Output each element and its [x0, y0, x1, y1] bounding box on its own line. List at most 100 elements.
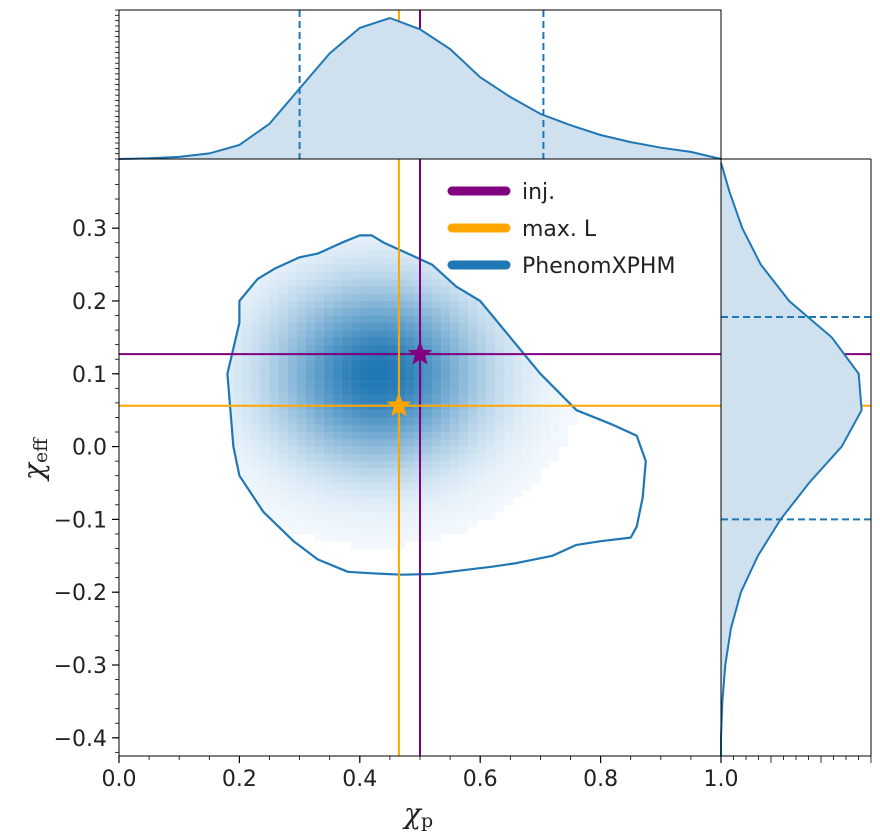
heatmap-cell — [287, 461, 297, 469]
heatmap-cell — [269, 512, 279, 520]
heatmap-cell — [513, 381, 523, 389]
heatmap-cell — [459, 424, 469, 433]
heatmap-cell — [414, 373, 424, 382]
heatmap-cell — [404, 424, 415, 433]
heatmap-cell — [377, 250, 388, 258]
heatmap-cell — [350, 461, 360, 469]
heatmap-cell — [278, 432, 288, 440]
heatmap-cell — [558, 373, 568, 382]
heatmap-cell — [227, 286, 234, 294]
heatmap-cell — [486, 453, 496, 462]
heatmap-cell — [477, 330, 487, 338]
heatmap-cell — [540, 461, 550, 469]
heatmap-cell — [441, 359, 451, 367]
heatmap-cell — [305, 417, 315, 425]
heatmap-cell — [495, 279, 505, 287]
heatmap-cell — [278, 242, 288, 251]
heatmap-cell — [495, 250, 505, 258]
heatmap-cell — [314, 395, 324, 404]
heatmap-cell — [441, 439, 451, 447]
heatmap-cell — [215, 330, 224, 338]
heatmap-cell — [341, 264, 351, 273]
heatmap-cell — [269, 337, 279, 345]
heatmap-cell — [513, 432, 523, 440]
heatmap-cell — [377, 395, 388, 404]
heatmap-cell — [296, 483, 306, 491]
heatmap-cell — [359, 286, 369, 294]
heatmap-cell — [531, 432, 541, 440]
heatmap-cell — [522, 446, 532, 455]
heatmap-cell — [386, 388, 397, 396]
heatmap-cell — [215, 381, 224, 389]
heatmap-cell — [278, 315, 288, 323]
heatmap-cell — [350, 519, 360, 527]
heatmap-cell — [242, 497, 252, 505]
heatmap-cell — [414, 286, 424, 294]
heatmap-cell — [215, 388, 224, 396]
heatmap-cell — [260, 359, 270, 367]
heatmap-cell — [323, 337, 333, 345]
heatmap-cell — [287, 271, 297, 280]
heatmap-cell — [350, 351, 360, 360]
heatmap-cell — [296, 279, 306, 287]
x-tick-label: 1.0 — [704, 767, 739, 792]
heatmap-cell — [359, 366, 369, 374]
heatmap-cell — [513, 359, 523, 367]
heatmap-cell — [567, 337, 577, 345]
heatmap-cell — [251, 308, 261, 316]
heatmap-cell — [432, 468, 442, 476]
heatmap-cell — [368, 235, 378, 243]
heatmap-cell — [341, 388, 351, 396]
heatmap-cell — [459, 308, 469, 316]
heatmap-cell — [386, 453, 397, 462]
heatmap-cell — [486, 490, 496, 498]
y-tick-label: 0.2 — [72, 290, 107, 315]
heatmap-cell — [558, 351, 568, 360]
heatmap-cell — [486, 432, 496, 440]
heatmap-cell — [215, 316, 224, 324]
heatmap-cell — [477, 250, 487, 258]
heatmap-cell — [269, 344, 279, 353]
heatmap-cell — [350, 286, 360, 294]
heatmap-cell — [432, 424, 442, 433]
heatmap-cell — [441, 461, 451, 469]
heatmap-cell — [549, 453, 559, 462]
heatmap-cell — [522, 424, 532, 433]
heatmap-cell — [477, 432, 487, 440]
heatmap-cell — [423, 483, 433, 491]
heatmap-cell — [404, 490, 415, 498]
heatmap-cell — [227, 264, 234, 273]
heatmap-cell — [350, 395, 360, 404]
y-tick-label: 0.1 — [72, 363, 107, 388]
heatmap-cell — [305, 279, 315, 287]
heatmap-cell — [341, 351, 351, 360]
heatmap-cell — [314, 468, 324, 476]
heatmap-cell — [432, 432, 442, 440]
heatmap-cell — [540, 439, 550, 447]
heatmap-cell — [459, 417, 469, 425]
heatmap-cell — [305, 293, 315, 302]
heatmap-cell — [323, 271, 333, 280]
heatmap-cell — [450, 351, 460, 360]
marginal-y-curve — [720, 162, 863, 756]
heatmap-cell — [350, 366, 360, 374]
heatmap-cell — [414, 242, 424, 251]
heatmap-cell — [251, 410, 261, 418]
heatmap-cell — [305, 453, 315, 462]
heatmap-cell — [323, 257, 333, 265]
heatmap-cell — [278, 381, 288, 389]
heatmap-cell — [495, 271, 505, 280]
y-tick-label: −0.2 — [54, 581, 107, 606]
heatmap-cell — [260, 235, 270, 243]
heatmap-cell — [251, 461, 261, 469]
heatmap-cell — [414, 315, 424, 323]
heatmap-cell — [305, 512, 315, 520]
heatmap-cell — [287, 286, 297, 294]
heatmap-cell — [251, 483, 261, 491]
heatmap-cell — [359, 381, 369, 389]
heatmap-cell — [341, 424, 351, 433]
heatmap-cell — [395, 301, 406, 309]
heatmap-cell — [477, 286, 487, 294]
heatmap-cell — [477, 439, 487, 447]
heatmap-cell — [404, 337, 415, 345]
